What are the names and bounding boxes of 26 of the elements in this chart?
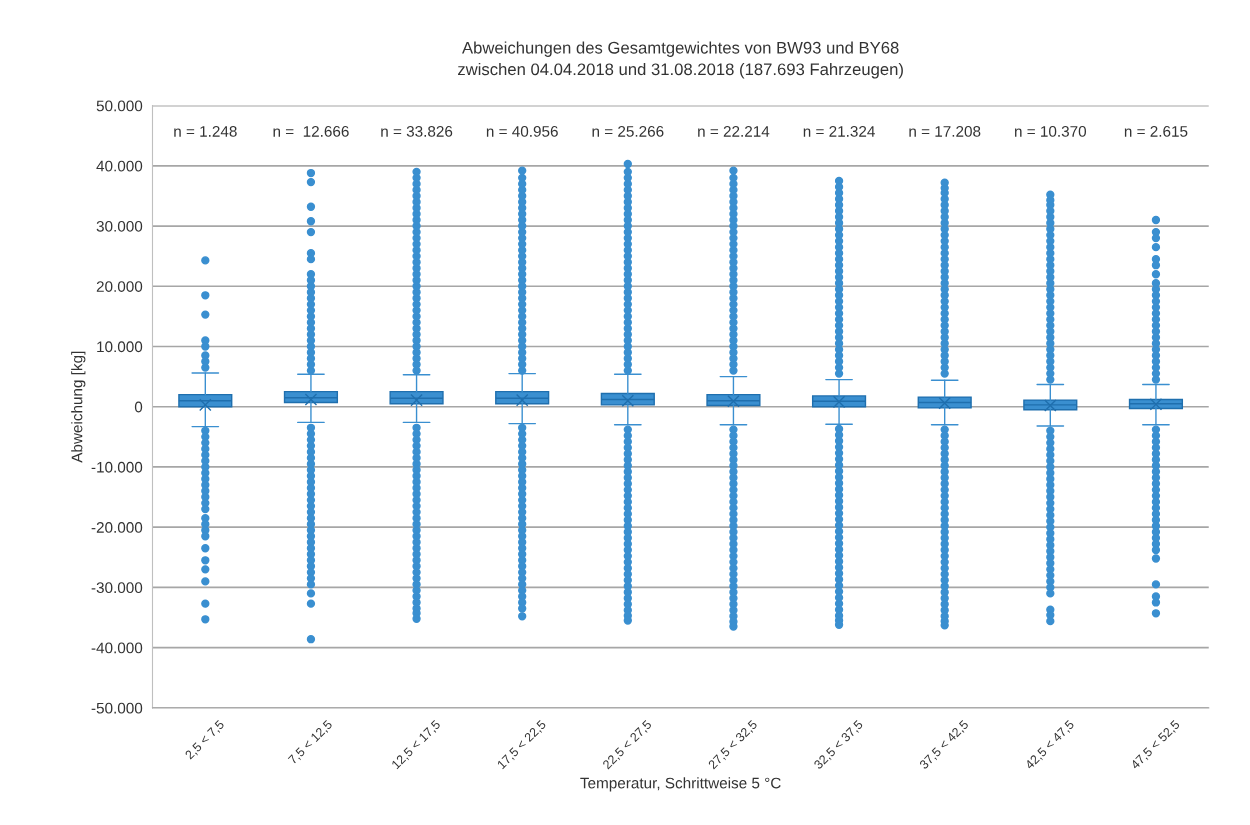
y-tick-label: -20.000 xyxy=(91,522,143,533)
x-axis-title: Temperatur, Schrittweise 5 °C xyxy=(580,777,781,792)
y-tick-label: 20.000 xyxy=(96,281,143,292)
annotation: n = 17.208 xyxy=(909,125,981,137)
y-tick-label: -10.000 xyxy=(91,461,143,473)
annotation: n = 21.324 xyxy=(803,125,875,137)
annotation: n = 1.248 xyxy=(174,125,237,137)
y-tick-label: -30.000 xyxy=(91,582,143,594)
y-tick-label: 30.000 xyxy=(96,220,143,232)
annotation: n = 25.266 xyxy=(592,125,664,137)
y-axis-title: Abweichung [kg] xyxy=(71,351,86,463)
y-tick-label: 10.000 xyxy=(97,341,143,353)
annotation: n = 12.666 xyxy=(273,125,349,137)
x-tick-label: 42,5 < 47,5 xyxy=(1024,719,1076,771)
chart-title: Abweichungen des Gesamtgewichtes von BW93 und BY68 zwischen 04.04.2018 und 31.08.2018 (187.693 Fahrzeugen) xyxy=(458,41,903,79)
y-tick-label: 0 xyxy=(134,401,143,413)
annotation: n = 22.214 xyxy=(698,125,770,137)
y-tick-label: -50.000 xyxy=(91,702,143,714)
annotation: n = 33.826 xyxy=(381,125,453,137)
x-tick-label: 2,5 < 7,5 xyxy=(184,719,226,761)
annotation: n = 40.956 xyxy=(486,125,558,137)
y-tick-label: 40.000 xyxy=(96,160,143,172)
annotation: n = 2.615 xyxy=(1124,125,1188,137)
y-tick-label: 50.000 xyxy=(96,100,143,112)
y-tick-label: -40.000 xyxy=(91,642,143,654)
annotation: n = 10.370 xyxy=(1015,125,1087,137)
